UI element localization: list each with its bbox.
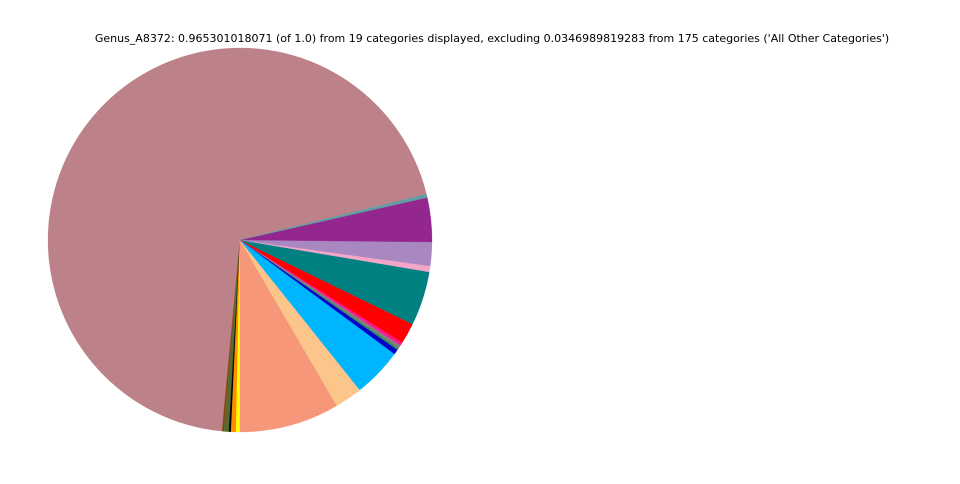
chart-title: Genus_A8372: 0.965301018071 (of 1.0) fro… xyxy=(95,32,889,45)
pie-slice xyxy=(239,239,338,433)
pie-slice xyxy=(47,47,427,432)
pie-slice xyxy=(239,194,428,241)
